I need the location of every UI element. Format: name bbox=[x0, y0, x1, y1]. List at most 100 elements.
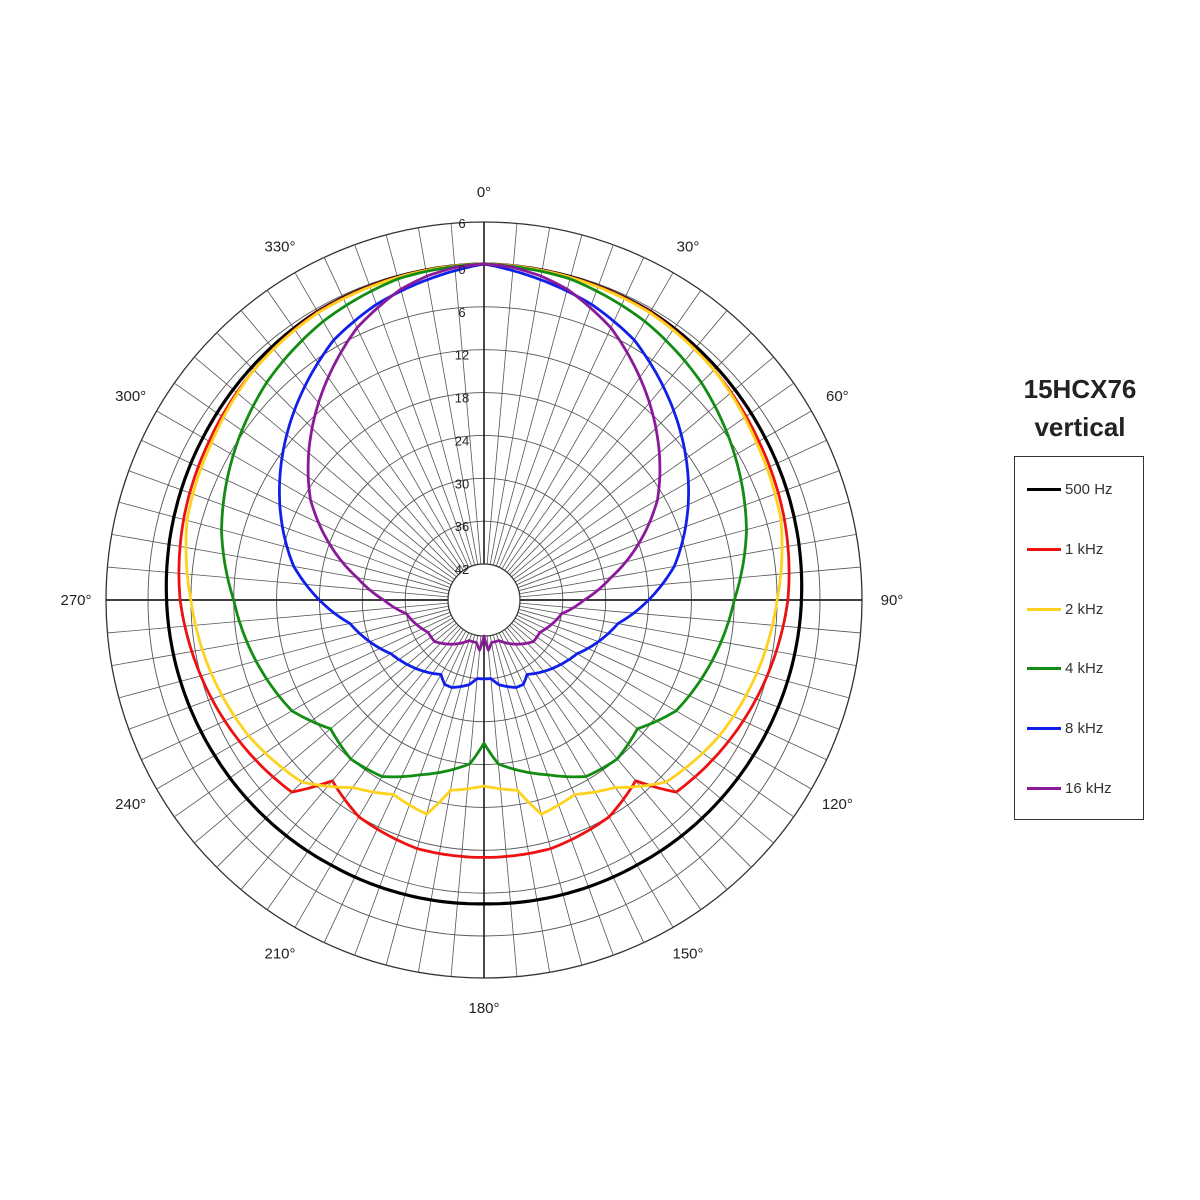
grid-spoke bbox=[266, 290, 464, 571]
legend-item-500hz: 500 Hz bbox=[1027, 477, 1113, 501]
grid-spoke bbox=[492, 634, 583, 966]
angle-label: 90° bbox=[881, 592, 904, 609]
grid-spoke bbox=[294, 630, 467, 928]
legend-label-16khz: 16 kHz bbox=[1065, 779, 1112, 797]
legend-swatch-1khz bbox=[1027, 547, 1061, 551]
grid-spoke bbox=[450, 223, 482, 565]
angle-label: 150° bbox=[672, 945, 703, 962]
grid-spoke bbox=[489, 227, 551, 565]
grid-spoke bbox=[513, 620, 794, 818]
grid-spoke bbox=[128, 611, 451, 730]
grid-spoke bbox=[450, 635, 482, 977]
grid-spoke bbox=[107, 602, 449, 634]
grid-spoke bbox=[517, 611, 840, 730]
chart-title-line-1: 15HCX76 bbox=[1023, 374, 1137, 404]
grid-spoke bbox=[141, 614, 452, 761]
radial-tick-label: 24 bbox=[455, 433, 469, 448]
grid-spoke bbox=[323, 257, 470, 568]
legend-item-1khz: 1 kHz bbox=[1027, 537, 1103, 561]
radial-tick-label: 6 bbox=[458, 305, 465, 320]
angle-label: 120° bbox=[822, 796, 853, 813]
legend-item-16khz: 16 kHz bbox=[1027, 776, 1112, 800]
radial-tick-label: 30 bbox=[455, 476, 469, 491]
grid-spoke bbox=[194, 622, 457, 844]
curve-16khz bbox=[306, 262, 662, 652]
grid-spoke bbox=[517, 470, 840, 589]
legend-label-500hz: 500 Hz bbox=[1065, 480, 1113, 498]
grid-spoke bbox=[519, 602, 861, 634]
legend-label-1khz: 1 kHz bbox=[1065, 540, 1104, 558]
chart-title-line-2: vertical bbox=[1034, 412, 1126, 442]
grid-spoke bbox=[519, 533, 857, 595]
grid-spoke bbox=[417, 635, 479, 973]
radial-tick-label: 12 bbox=[455, 348, 469, 363]
legend: 500 Hz 1 kHz 2 kHz 4 kHz 8 kHz 16 kHz bbox=[1014, 456, 1144, 820]
grid-spoke bbox=[486, 223, 518, 565]
grid-spoke bbox=[501, 630, 674, 928]
grid-spoke bbox=[385, 634, 476, 966]
grid-spoke bbox=[118, 608, 450, 699]
angle-label: 300° bbox=[115, 388, 146, 405]
grid-spoke bbox=[504, 290, 702, 571]
curve-2khz bbox=[184, 262, 784, 816]
radial-tick-label: 36 bbox=[455, 519, 469, 534]
curve-8khz bbox=[278, 262, 690, 689]
legend-swatch-4khz bbox=[1027, 666, 1061, 670]
grid-spoke bbox=[511, 622, 774, 844]
grid-spoke bbox=[111, 605, 449, 667]
grid-spoke bbox=[518, 608, 850, 699]
legend-swatch-8khz bbox=[1027, 726, 1061, 730]
polar-grid bbox=[105, 221, 863, 979]
grid-spoke bbox=[111, 533, 449, 595]
curve-4khz bbox=[220, 262, 748, 779]
angle-label: 270° bbox=[60, 592, 91, 609]
angle-label: 30° bbox=[677, 239, 700, 256]
grid-spoke bbox=[156, 617, 454, 790]
radial-tick-label: 42 bbox=[455, 562, 469, 577]
grid-spoke bbox=[354, 244, 473, 567]
angle-label: 0° bbox=[477, 184, 491, 201]
grid-spoke bbox=[417, 227, 479, 565]
legend-label-4khz: 4 kHz bbox=[1065, 659, 1104, 677]
grid-spoke bbox=[216, 332, 459, 575]
grid-spoke bbox=[509, 625, 752, 868]
grid-spoke bbox=[128, 470, 451, 589]
grid-spoke bbox=[509, 332, 752, 575]
grid-spoke bbox=[486, 635, 518, 977]
legend-swatch-16khz bbox=[1027, 786, 1061, 790]
grid-spoke bbox=[506, 310, 728, 573]
angle-label: 180° bbox=[468, 1000, 499, 1017]
grid-spoke bbox=[514, 617, 812, 790]
grid-spoke bbox=[495, 633, 614, 956]
curve-500hz bbox=[164, 262, 804, 906]
grid-spoke bbox=[519, 605, 857, 667]
grid-spoke bbox=[354, 633, 473, 956]
angle-label: 210° bbox=[264, 945, 295, 962]
legend-swatch-2khz bbox=[1027, 607, 1061, 611]
legend-item-8khz: 8 kHz bbox=[1027, 716, 1103, 740]
grid-spoke bbox=[216, 625, 459, 868]
radial-tick-label: 6 bbox=[458, 216, 465, 231]
grid-spoke bbox=[498, 257, 645, 568]
grid-spoke bbox=[240, 310, 462, 573]
legend-item-2khz: 2 kHz bbox=[1027, 597, 1103, 621]
radial-labels: 6 0 6 12 18 24 30 36 42 bbox=[455, 216, 469, 577]
polar-curves bbox=[164, 262, 804, 906]
grid-spoke bbox=[174, 620, 455, 818]
radial-tick-label: 0 bbox=[458, 262, 465, 277]
grid-spoke bbox=[156, 410, 454, 583]
grid-spoke bbox=[141, 439, 452, 586]
grid-spoke bbox=[519, 566, 861, 598]
legend-item-4khz: 4 kHz bbox=[1027, 656, 1103, 680]
radial-tick-label: 18 bbox=[455, 391, 469, 406]
legend-swatch-500hz bbox=[1027, 487, 1061, 491]
angle-label: 240° bbox=[115, 796, 146, 813]
grid-spoke bbox=[107, 566, 449, 598]
curve-1khz bbox=[177, 262, 791, 859]
grid-spoke bbox=[495, 244, 614, 567]
angle-label: 330° bbox=[264, 239, 295, 256]
angle-label: 60° bbox=[826, 388, 849, 405]
grid-spoke bbox=[516, 614, 827, 761]
grid-spoke bbox=[489, 635, 551, 973]
